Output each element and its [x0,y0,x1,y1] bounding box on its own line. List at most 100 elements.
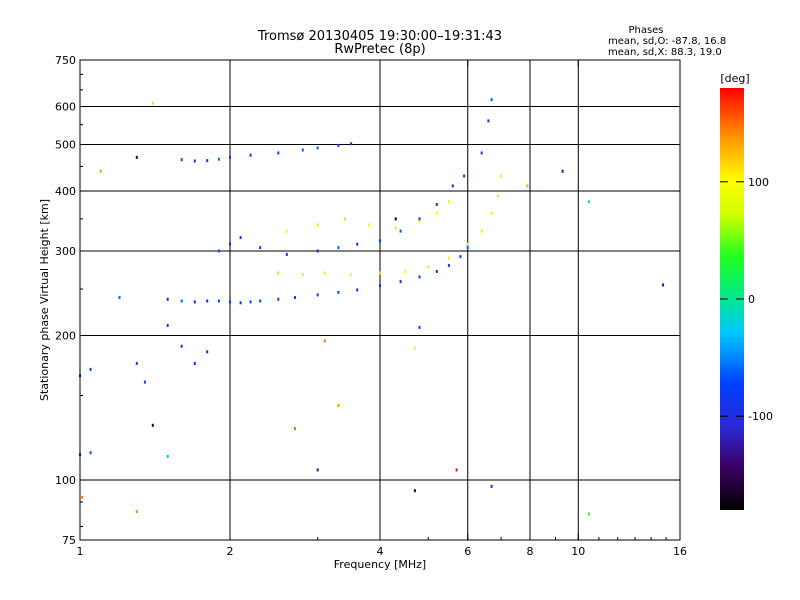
data-point [301,273,304,276]
y-tick-label: 500 [55,139,76,152]
data-point [394,226,397,230]
data-point [350,142,353,146]
data-point [447,256,450,260]
data-point [343,217,346,221]
data-point [143,380,146,384]
data-point [193,159,196,163]
data-point [500,174,503,178]
data-point [166,297,169,301]
colorbar-ticks: 100 0 -100 [720,176,773,423]
data-point [356,242,359,246]
data-point [285,253,288,256]
grid [80,60,680,540]
y-tick-label: 400 [55,185,76,198]
data-point [418,275,421,279]
data-point [587,512,590,516]
x-tick-label: 6 [464,545,471,558]
data-point [561,169,564,173]
stats-x-mode: mean, sd,X: 88.3, 19.0 [608,47,722,58]
series-x-mode-upper [285,200,450,233]
colorbar-tick-label: 0 [748,293,755,306]
x-tick-label: 2 [227,545,234,558]
data-point [249,153,252,157]
stats-o-mode: mean, sd,O: -87.8, 16.8 [608,36,726,47]
x-tick-label: 8 [527,545,534,558]
data-point [316,468,319,472]
data-point [662,283,665,287]
data-point [277,297,280,301]
data-point [418,325,421,329]
data-point [413,346,416,350]
y-tick-label: 300 [55,245,76,258]
data-point [337,246,340,250]
x-tick-label: 16 [673,545,687,558]
data-point [323,339,326,343]
data-point [316,223,319,227]
data-point [463,174,466,178]
data-point [206,350,209,354]
data-point [166,323,169,327]
colorbar-tick-label: -100 [748,410,773,423]
data-point [293,427,296,431]
y-tick-label: 750 [55,54,76,67]
data-point [490,98,493,102]
data-point [394,217,397,221]
data-point [356,288,359,292]
data-point [490,484,493,488]
colorbar-label: [deg] [720,72,749,85]
chart-subtitle: RwPretec (8p) [334,42,425,57]
data-point [435,269,438,273]
data-point [418,217,421,221]
data-point [466,242,469,246]
data-point [323,271,326,275]
data-point [217,157,220,161]
data-point [413,489,416,493]
data-point [118,296,121,299]
series-scattered-noise [81,101,665,516]
data-point [316,146,319,150]
data-point [135,155,138,159]
x-tick-label: 4 [377,545,384,558]
data-point [447,263,450,267]
data-point [277,151,280,155]
data-point [180,158,183,162]
data-point [435,203,438,206]
data-point [81,495,84,499]
data-point [447,200,450,204]
data-point [180,299,183,303]
x-tick-label: 1 [77,545,84,558]
series-low-frequency-echoes [79,296,209,457]
data-point [451,184,454,188]
data-point [239,301,242,305]
data-point [249,300,252,304]
data-point [427,265,430,269]
x-tick-label: 10 [571,545,585,558]
data-point [89,451,92,455]
series-x-mode-trace [277,174,503,276]
data-point [259,246,262,250]
data-point [418,220,421,224]
data-point [466,246,469,250]
data-point [379,239,381,243]
data-point [480,229,483,233]
y-tick-label: 100 [55,474,76,487]
data-point [379,271,381,275]
data-point [277,271,280,275]
data-point [293,296,296,299]
data-point [435,211,438,215]
y-tick-label: 600 [55,101,76,114]
data-point [487,119,490,123]
data-point [99,169,102,173]
data-point [151,101,154,105]
data-point [337,404,340,407]
data-point [239,236,242,240]
data-point [459,255,462,259]
axis-ticks: 1 2 4 6 8 10 16 75 100 200 300 400 500 600 750 [55,54,687,558]
data-point [316,249,319,253]
stats-heading: Phases [628,25,663,36]
x-axis-label: Frequency [MHz] [334,558,426,571]
data-point [217,249,220,253]
data-point [399,280,402,284]
data-point [367,223,370,227]
